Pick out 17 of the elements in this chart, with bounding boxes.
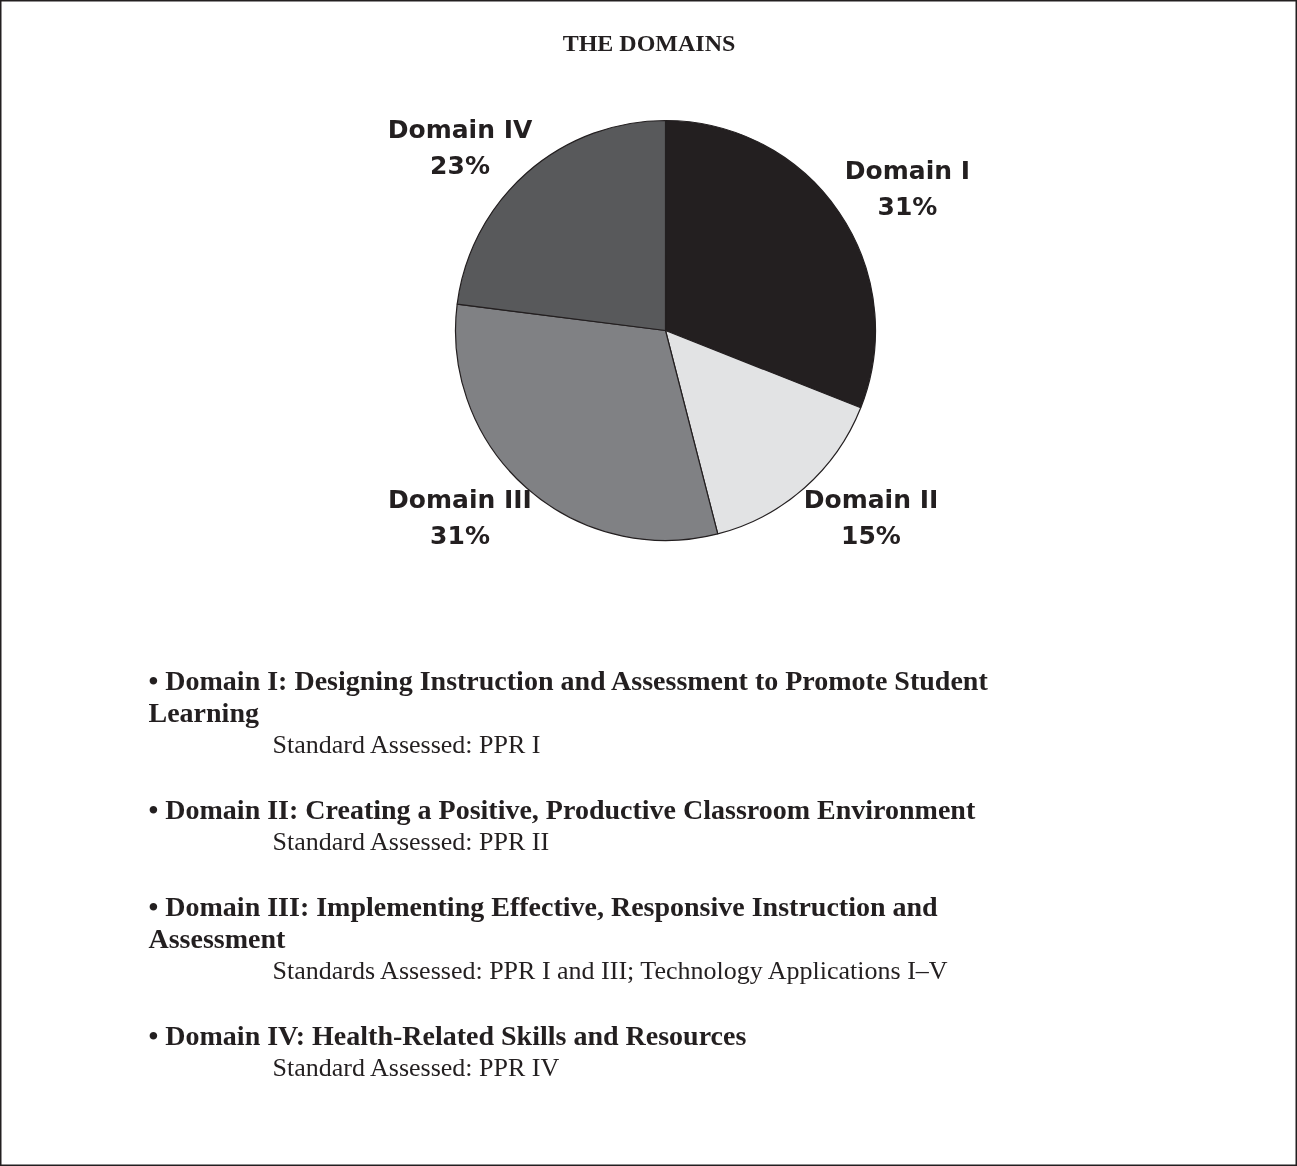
text: Standards Assessed: PPR I and III; Technology Applications I–V [272,956,948,985]
data-label: 23% [430,150,490,180]
text: • Domain I: Designing Instruction and Assessment to Promote Student Learning [148,665,989,728]
text: • Domain II: Creating a Positive, Productive Classroom Environment [148,794,976,825]
text: • Domain III: Implementing Effective, Responsive Instruction and Assessment [148,891,939,954]
data-label: 15% [841,521,901,551]
text: Standard Assessed: PPR IV [272,1053,560,1082]
slice-label: Domain III [388,485,532,515]
text: Standard Assessed: PPR I [272,730,541,759]
slice-label: Domain I [844,156,971,186]
text: Standard Assessed: PPR II [272,827,550,856]
slice-label: Domain IV [387,114,533,144]
slice-label: Domain II [803,485,939,515]
data-label: 31% [430,521,490,551]
data-label: 31% [877,192,938,222]
text: • Domain IV: Health-Related Skills and Resources [148,1020,747,1051]
chart-title: THE DOMAINS [562,29,736,56]
